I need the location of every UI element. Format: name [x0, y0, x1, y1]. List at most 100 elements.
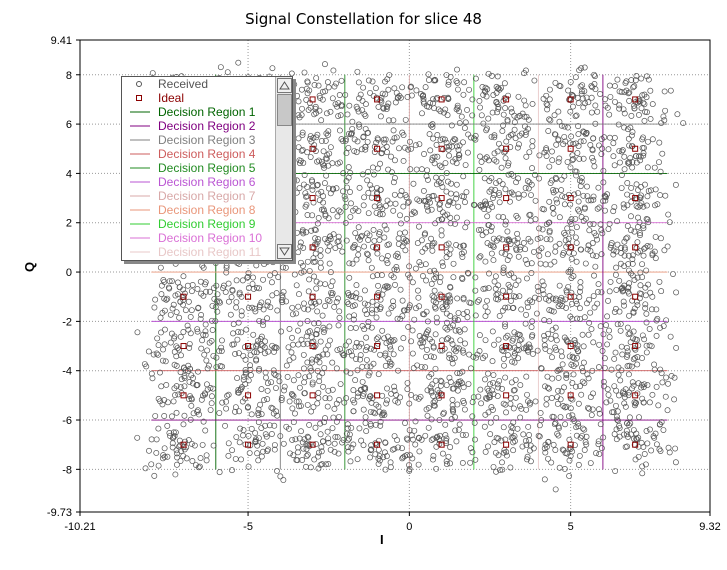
received-point [581, 380, 588, 387]
received-point [268, 431, 275, 437]
received-point [339, 439, 346, 446]
received-point [178, 376, 185, 383]
received-point [234, 375, 241, 382]
received-point [561, 230, 567, 236]
received-point [160, 346, 167, 353]
received-point [495, 452, 502, 459]
received-point [326, 150, 333, 157]
legend-scrollbar[interactable] [275, 77, 292, 260]
received-point [460, 296, 467, 303]
received-point [340, 188, 346, 195]
received-point [461, 326, 468, 333]
ideal-point [632, 293, 639, 300]
received-point [652, 255, 659, 262]
received-point [645, 138, 651, 145]
received-point [447, 379, 454, 385]
received-point [621, 394, 628, 401]
received-point [330, 67, 337, 74]
received-point [390, 351, 397, 358]
received-point [255, 435, 262, 442]
received-point [325, 215, 332, 222]
received-point [500, 449, 507, 456]
received-point [534, 236, 541, 242]
received-point [272, 372, 279, 379]
received-point [281, 387, 287, 394]
received-point [210, 442, 217, 449]
received-point [385, 166, 392, 173]
received-point [338, 103, 345, 110]
received-point [615, 364, 622, 371]
legend-item: Decision Region 4 [122, 147, 274, 161]
received-point [363, 344, 370, 351]
received-point [570, 273, 577, 280]
received-point [178, 352, 184, 359]
received-point [613, 286, 620, 293]
ideal-point [632, 195, 639, 202]
received-point [640, 443, 647, 450]
received-point [197, 315, 204, 322]
received-point [382, 283, 389, 290]
received-point [649, 101, 656, 108]
scroll-down-icon[interactable] [277, 244, 292, 259]
received-point [624, 351, 631, 358]
received-point [360, 84, 367, 91]
received-point [393, 89, 400, 96]
received-point [353, 103, 360, 110]
received-point [462, 119, 469, 126]
y-tick-label: 2 [66, 218, 72, 230]
received-point [614, 76, 621, 83]
scroll-thumb[interactable] [277, 94, 292, 126]
received-point [665, 211, 672, 218]
received-point [259, 318, 266, 325]
received-point [567, 445, 574, 452]
received-point [367, 363, 374, 370]
received-point [323, 110, 330, 117]
received-point [314, 158, 321, 165]
received-point [550, 187, 556, 193]
received-point [356, 425, 363, 432]
received-point [225, 452, 232, 459]
received-point [213, 298, 220, 305]
received-point [424, 346, 430, 353]
received-point [447, 460, 453, 467]
received-point [680, 120, 687, 127]
received-point [618, 148, 625, 155]
received-point [418, 237, 425, 244]
received-point [639, 463, 646, 470]
received-point [541, 445, 548, 452]
received-point [515, 141, 522, 148]
received-point [551, 258, 558, 265]
received-point [425, 327, 432, 334]
scroll-up-icon[interactable] [277, 78, 292, 93]
ideal-point [503, 441, 510, 448]
received-point [588, 82, 595, 89]
ideal-point [567, 195, 574, 202]
received-point [158, 282, 165, 289]
received-point [621, 124, 628, 131]
received-point [216, 410, 223, 416]
ideal-point [245, 343, 252, 350]
legend[interactable]: Received Ideal Decision Region 1 Decision R… [121, 76, 293, 261]
received-point [548, 335, 555, 342]
received-point [292, 436, 299, 443]
received-point [315, 389, 322, 396]
received-point [235, 59, 242, 66]
received-point [573, 354, 580, 361]
ideal-point [503, 392, 510, 399]
received-point [467, 459, 474, 466]
received-point [565, 413, 572, 420]
received-point [551, 131, 558, 138]
received-point [194, 328, 201, 335]
received-point [569, 412, 576, 419]
received-point [314, 400, 321, 407]
received-point [578, 391, 585, 398]
received-point [425, 193, 432, 200]
received-point [526, 401, 533, 408]
received-point [611, 134, 618, 141]
received-point [619, 284, 626, 291]
received-point [365, 319, 372, 325]
received-point [514, 425, 521, 432]
received-point [238, 308, 245, 315]
received-point [347, 370, 354, 377]
received-point [535, 432, 542, 439]
